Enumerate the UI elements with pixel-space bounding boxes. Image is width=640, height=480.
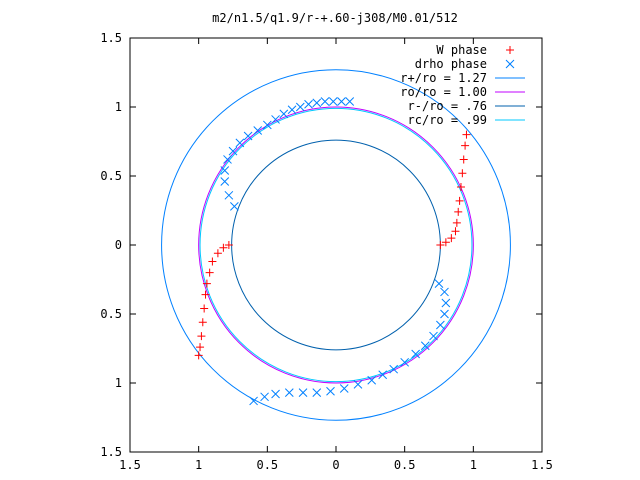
data-point (220, 166, 230, 175)
x-tick-label: 1.5 (531, 458, 553, 472)
data-point (436, 241, 445, 249)
data-point (345, 97, 355, 106)
data-point (328, 97, 338, 106)
data-point (461, 141, 470, 150)
data-point (271, 389, 280, 399)
circle-curve (231, 139, 441, 351)
data-point (253, 126, 263, 135)
circle-curve (198, 106, 474, 384)
axis-ticks: 1.5 1 0.5 0 0.5 1 1.51.510.500.511.5 (100, 31, 553, 472)
series-points (194, 130, 471, 360)
point-layer (194, 97, 471, 406)
x-tick-label: 1 (470, 458, 477, 472)
y-tick-label: 1.5 (100, 31, 122, 45)
x-tick-label: 1.5 (119, 458, 141, 472)
data-point (326, 386, 335, 396)
legend-marker (506, 46, 514, 54)
data-point (378, 370, 388, 380)
data-point (320, 97, 330, 106)
series-points (220, 97, 451, 406)
data-point (411, 349, 421, 359)
legend-label: r-/ro = .76 (408, 99, 487, 113)
data-point (198, 318, 207, 327)
data-point (440, 287, 449, 297)
data-point (196, 343, 205, 352)
data-point (228, 146, 238, 156)
x-tick-label: 1 (195, 458, 202, 472)
data-point (208, 257, 217, 266)
y-tick-label: 0.5 (100, 307, 122, 321)
data-point (451, 227, 460, 236)
data-point (400, 357, 410, 367)
data-point (235, 138, 245, 148)
y-tick-label: 1 (115, 376, 122, 390)
chart-title: m2/n1.5/q1.9/r-+.60-j308/M0.01/512 (212, 11, 458, 25)
x-tick-label: 0.5 (394, 458, 416, 472)
y-tick-label: 0.5 (100, 169, 122, 183)
legend-label: r+/ro = 1.27 (400, 71, 487, 85)
data-point (440, 309, 449, 319)
data-point (223, 155, 232, 164)
data-point (455, 196, 464, 205)
data-point (201, 290, 210, 299)
x-tick-label: 0 (332, 458, 339, 472)
y-tick-label: 0 (115, 238, 122, 252)
data-point (456, 183, 465, 192)
circle-curve (199, 107, 473, 383)
x-tick-label: 0.5 (256, 458, 278, 472)
data-point (339, 384, 349, 393)
data-point (420, 341, 430, 351)
data-point (260, 392, 269, 402)
y-tick-label: 1.5 (100, 445, 122, 459)
data-point (205, 268, 214, 277)
data-point (230, 202, 239, 211)
data-point (337, 97, 346, 106)
data-point (287, 105, 297, 115)
legend-marker (505, 59, 515, 69)
data-point (304, 99, 313, 109)
data-point (220, 177, 230, 186)
data-point (298, 388, 308, 398)
data-point (454, 207, 463, 216)
data-point (213, 249, 222, 258)
data-point (284, 388, 294, 398)
circle-curve (161, 69, 511, 421)
data-point (452, 218, 461, 227)
data-point (312, 98, 322, 108)
data-point (249, 396, 258, 406)
data-point (295, 102, 305, 112)
data-point (367, 375, 377, 385)
data-point (441, 238, 450, 247)
y-tick-label: 1 (115, 100, 122, 114)
data-point (202, 279, 211, 288)
legend-label: rc/ro = .99 (408, 113, 487, 127)
data-point (353, 380, 363, 389)
legend-label: ro/ro = 1.00 (400, 85, 487, 99)
data-point (224, 190, 234, 200)
data-point (243, 131, 253, 141)
data-point (262, 120, 272, 130)
data-point (434, 279, 444, 288)
data-point (312, 388, 322, 398)
data-point (458, 169, 467, 178)
data-point (200, 304, 209, 313)
data-point (271, 115, 280, 124)
data-point (436, 320, 445, 330)
legend-label: W phase (436, 43, 487, 57)
data-point (462, 130, 471, 139)
data-point (459, 155, 468, 164)
data-point (219, 243, 228, 252)
data-point (441, 298, 451, 308)
data-point (197, 332, 206, 341)
data-point (224, 241, 233, 249)
data-point (194, 351, 203, 360)
legend-label: drho phase (415, 57, 487, 71)
data-point (447, 234, 456, 243)
data-point (429, 331, 438, 341)
data-point (279, 109, 289, 119)
data-point (389, 364, 399, 374)
